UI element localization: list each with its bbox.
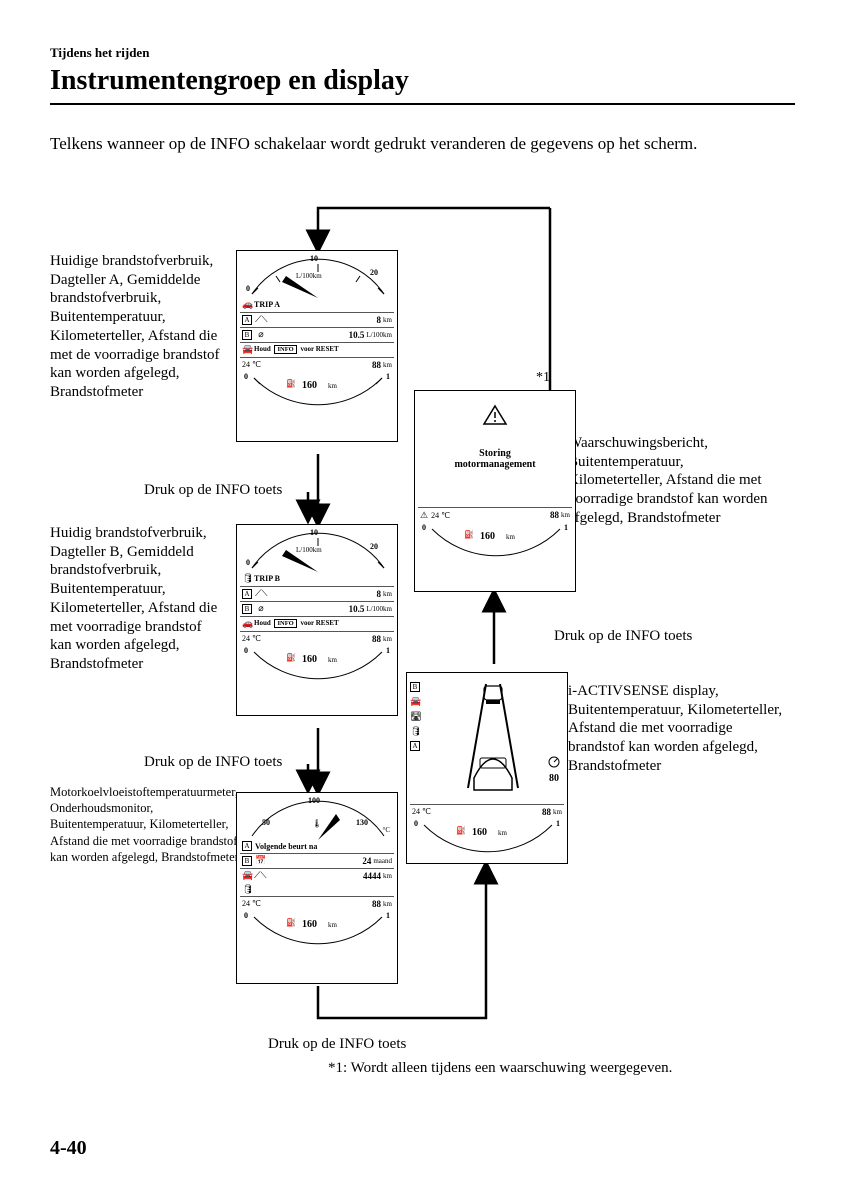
trip-b-row: 🛢 TRIP B: [240, 572, 394, 587]
odo-value: 88: [372, 360, 381, 370]
title-rule: [50, 103, 795, 105]
avg-icon: ⌀: [255, 603, 267, 614]
box-b-icon: B: [242, 856, 252, 866]
desc-coolant: Motorkoelvloeistoftemperatuurmeter, Onde…: [50, 784, 242, 865]
car-icon: 🚗: [242, 299, 254, 310]
svg-text:km: km: [328, 921, 338, 929]
svg-text:km: km: [506, 533, 516, 541]
range-value: 160: [302, 380, 317, 391]
screen-warning: Storing motormanagement ⚠ 24 ℃ 88km ⛽ 16…: [414, 390, 576, 592]
flow-label-1: Druk op de INFO toets: [144, 482, 282, 499]
road-icon: ⟋⟍: [254, 870, 266, 881]
avg-unit: L/100km: [366, 331, 392, 339]
oil-icon: 🛢: [242, 884, 254, 895]
dist-value: 8: [377, 315, 382, 325]
svg-text:km: km: [328, 656, 338, 664]
lane-graphic: [428, 678, 558, 798]
lane-icon: 🛣: [410, 711, 422, 722]
svg-text:🌡: 🌡: [312, 819, 322, 828]
speed-icon: [546, 754, 562, 768]
desc-iactivsense: i-ACTIVSENSE display, Buitentemperatuur,…: [568, 682, 788, 776]
page-number: 4-40: [50, 1137, 87, 1160]
odo-unit: km: [383, 361, 392, 369]
maint-label: Volgende beurt na: [255, 842, 317, 851]
range-unit: km: [328, 382, 338, 390]
road-icon: ⟋⟍: [255, 588, 267, 599]
fuel-cons-gauge: 0 10 20 L/100km: [240, 254, 394, 298]
reset-row: 🚘 Houd INFO voor RESET: [240, 343, 394, 357]
car-icon: 🚘: [242, 870, 254, 881]
trip-a-label: TRIP A: [254, 300, 280, 309]
avg-value: 10.5: [349, 330, 365, 340]
fuel-cons-gauge-b: 0 10 20 L/100km: [240, 528, 394, 572]
screen-trip-b: 0 10 20 L/100km 🛢 TRIP B A ⟋⟍ 8 km B ⌀ 1…: [236, 524, 398, 716]
temp-odo-row: 24 ℃ 88km: [240, 357, 394, 372]
road-icon: ⟋⟍: [255, 314, 267, 325]
gauge-tick-10: 10: [310, 254, 318, 263]
svg-text:⛽: ⛽: [286, 378, 296, 388]
temp-value: 24 ℃: [242, 360, 261, 369]
svg-text:160: 160: [480, 531, 495, 542]
box-b-icon: B: [242, 330, 252, 340]
box-a-icon: A: [242, 841, 252, 851]
fuel-0: 0: [244, 372, 248, 381]
car-side-icon: 🚘: [242, 344, 254, 355]
svg-text:⛽: ⛽: [464, 529, 474, 539]
svg-text:⛽: ⛽: [456, 825, 466, 835]
gauge-tick-20: 20: [370, 268, 378, 277]
fuel-gauge: ⛽ 160 km 0 1: [240, 372, 394, 404]
box-b-icon: B: [242, 604, 252, 614]
reset-suffix: voor RESET: [300, 345, 338, 353]
speed-value: 80: [546, 773, 562, 784]
desc-trip-b: Huidig brandstofverbruik, Dagteller B, G…: [50, 524, 225, 674]
asterisk-marker: *1: [536, 370, 550, 386]
flow-label-4: Druk op de INFO toets: [554, 628, 692, 645]
car-icon: 🚘: [410, 696, 422, 707]
box-a-icon: A: [242, 589, 252, 599]
car-icon: 🚗: [242, 618, 254, 629]
page-title: Instrumentengroep en display: [50, 65, 795, 97]
oil-icon: 🛢: [242, 573, 254, 584]
svg-text:km: km: [498, 829, 508, 837]
warning-text: Storing motormanagement: [418, 426, 572, 471]
screen-trip-a: 0 10 20 L/100km 🚗 TRIP A A ⟋⟍ 8 km B ⌀ 1…: [236, 250, 398, 442]
reset-prefix: Houd: [254, 345, 271, 353]
footnote: *1: Wordt alleen tijdens een waarschuwin…: [328, 1060, 672, 1077]
box-a-icon: A: [410, 741, 420, 751]
box-a-icon: A: [242, 315, 252, 325]
svg-text:⛽: ⛽: [286, 917, 296, 927]
gauge-tick-0: 0: [246, 284, 250, 293]
box-b-icon: B: [410, 682, 420, 692]
fuel-1: 1: [386, 372, 390, 381]
calendar-icon: 📅: [255, 855, 267, 866]
trip-a-row: 🚗 TRIP A: [240, 298, 394, 313]
section-label: Tijdens het rijden: [50, 45, 795, 61]
screen-iactivsense: B 🚘 🛣 🛢 A 80: [406, 672, 568, 864]
dist-unit: km: [383, 316, 392, 324]
coolant-gauge: 🌡 50 100 130 °C: [240, 796, 394, 840]
svg-text:160: 160: [302, 654, 317, 665]
avg-row: B ⌀ 10.5 L/100km: [240, 328, 394, 343]
svg-text:⛽: ⛽: [286, 652, 296, 662]
oil-icon: 🛢: [410, 726, 422, 737]
avg-icon: ⌀: [255, 329, 267, 340]
screen-coolant: 🌡 50 100 130 °C A Volgende beurt na B 📅 …: [236, 792, 398, 984]
reset-button-label: INFO: [274, 345, 296, 354]
flow-label-3: Druk op de INFO toets: [268, 1036, 406, 1053]
svg-text:160: 160: [302, 919, 317, 930]
dist-row: A ⟋⟍ 8 km: [240, 313, 394, 328]
intro-text: Telkens wanneer op de INFO schakelaar wo…: [50, 133, 795, 156]
gauge-unit: L/100km: [296, 272, 322, 280]
diagram-container: Huidige brandstofverbruik, Dagteller A, …: [50, 194, 795, 1074]
warning-small-icon: ⚠: [420, 510, 428, 521]
trip-b-label: TRIP B: [254, 574, 280, 583]
desc-trip-a: Huidige brandstofverbruik, Dagteller A, …: [50, 252, 225, 402]
warning-triangle-icon: [482, 404, 508, 426]
svg-text:160: 160: [472, 827, 487, 838]
flow-label-2: Druk op de INFO toets: [144, 754, 282, 771]
desc-warning: Waarschuwingsbericht, Buitentemperatuur,…: [568, 434, 778, 528]
